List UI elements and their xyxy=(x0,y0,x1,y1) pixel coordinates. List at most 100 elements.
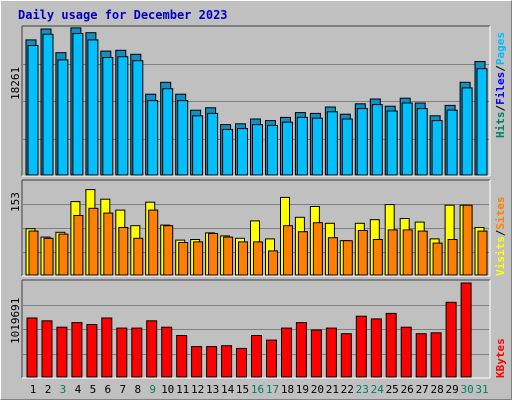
bar-kbytes-day-24 xyxy=(370,318,382,378)
bar-kbytes-day-28 xyxy=(430,332,442,378)
bar-sites-day-11 xyxy=(178,242,189,276)
bar-files-day-9 xyxy=(147,100,159,176)
x-tick-label: 12 xyxy=(191,383,204,396)
x-tick-label: 1 xyxy=(30,383,37,396)
bar-files-day-12 xyxy=(192,115,204,176)
bar-sites-day-6 xyxy=(103,212,114,276)
bar-files-day-24 xyxy=(371,104,383,176)
bar-files-day-13 xyxy=(207,112,219,176)
bar-kbytes-day-4 xyxy=(71,322,83,378)
bar-sites-day-26 xyxy=(402,229,413,276)
bar-sites-day-5 xyxy=(88,207,99,276)
bar-sites-day-27 xyxy=(417,230,428,276)
x-tick-label: 19 xyxy=(296,383,309,396)
bar-sites-day-3 xyxy=(58,233,69,276)
bar-files-day-8 xyxy=(132,60,144,176)
x-tick-label: 9 xyxy=(149,383,156,396)
bar-sites-day-10 xyxy=(163,225,174,276)
x-tick-label: 30 xyxy=(460,383,473,396)
bar-kbytes-day-14 xyxy=(221,345,233,378)
chart-title: Daily usage for December 2023 xyxy=(18,8,228,22)
bar-files-day-14 xyxy=(222,128,234,176)
x-tick-label: 13 xyxy=(206,383,219,396)
bar-kbytes-day-16 xyxy=(251,335,262,378)
x-tick-label: 5 xyxy=(90,383,97,396)
bar-kbytes-day-27 xyxy=(415,333,427,378)
bar-kbytes-day-22 xyxy=(340,333,352,378)
bar-kbytes-day-5 xyxy=(86,324,98,378)
x-tick-label: 15 xyxy=(236,383,249,396)
bar-sites-day-17 xyxy=(268,250,278,276)
bar-files-day-5 xyxy=(87,39,99,176)
bar-kbytes-day-21 xyxy=(325,327,337,378)
bar-files-day-1 xyxy=(27,45,39,176)
bar-sites-day-8 xyxy=(133,237,144,276)
bar-sites-day-16 xyxy=(253,241,263,276)
bar-kbytes-day-1 xyxy=(26,317,38,378)
bar-kbytes-day-15 xyxy=(236,347,247,378)
bar-files-day-17 xyxy=(267,124,278,176)
bar-sites-day-13 xyxy=(208,233,219,276)
bar-kbytes-day-26 xyxy=(400,326,412,378)
bar-files-day-28 xyxy=(431,120,443,176)
x-tick-label: 4 xyxy=(75,383,82,396)
bar-sites-day-14 xyxy=(223,236,234,276)
x-tick-label: 17 xyxy=(266,383,279,396)
x-tick-label: 18 xyxy=(281,383,294,396)
x-tick-label: 31 xyxy=(475,383,488,396)
x-tick-label: 21 xyxy=(326,383,339,396)
bar-files-day-22 xyxy=(341,118,353,176)
bar-sites-day-23 xyxy=(357,230,368,276)
x-tick-label: 20 xyxy=(311,383,324,396)
bar-files-day-15 xyxy=(237,128,248,176)
bar-sites-day-7 xyxy=(118,227,129,276)
bar-kbytes-day-13 xyxy=(206,346,218,378)
bar-sites-day-12 xyxy=(193,241,204,276)
bar-files-day-31 xyxy=(476,68,488,176)
bar-sites-day-21 xyxy=(327,237,338,276)
bar-files-day-23 xyxy=(356,108,368,176)
bar-sites-day-20 xyxy=(312,222,323,276)
x-tick-label: 28 xyxy=(430,383,443,396)
bar-files-day-10 xyxy=(162,88,174,176)
bar-kbytes-day-3 xyxy=(56,326,68,378)
bar-kbytes-day-6 xyxy=(101,317,113,378)
bar-files-day-7 xyxy=(117,56,129,176)
x-tick-label: 25 xyxy=(386,383,399,396)
bar-sites-day-25 xyxy=(387,229,398,276)
bar-files-day-4 xyxy=(72,33,84,176)
bar-kbytes-day-17 xyxy=(266,339,277,378)
bar-files-day-11 xyxy=(177,100,189,176)
x-tick-label: 14 xyxy=(221,383,235,396)
x-tick-label: 16 xyxy=(251,383,264,396)
bar-files-day-6 xyxy=(102,57,114,176)
x-tick-label: 29 xyxy=(445,383,458,396)
x-tick-label: 23 xyxy=(356,383,369,396)
bar-kbytes-day-7 xyxy=(116,327,128,378)
bar-files-day-18 xyxy=(282,121,293,176)
bar-kbytes-day-10 xyxy=(161,326,173,378)
bar-files-day-26 xyxy=(401,102,413,176)
x-tick-label: 6 xyxy=(104,383,111,396)
bar-files-day-3 xyxy=(57,59,69,176)
x-tick-label: 24 xyxy=(371,383,385,396)
bar-kbytes-day-23 xyxy=(355,315,367,378)
bar-sites-day-29 xyxy=(447,239,458,276)
bar-sites-day-24 xyxy=(372,239,383,276)
bar-files-day-27 xyxy=(416,108,428,176)
bar-files-day-20 xyxy=(311,117,323,176)
bar-kbytes-day-29 xyxy=(445,301,457,378)
bar-sites-day-30 xyxy=(462,204,473,276)
bar-files-day-29 xyxy=(446,109,458,176)
bar-sites-day-18 xyxy=(283,225,293,276)
bar-files-day-16 xyxy=(252,124,263,176)
bar-sites-day-15 xyxy=(238,241,248,276)
bar-kbytes-day-2 xyxy=(41,320,53,378)
bar-sites-day-2 xyxy=(43,237,54,276)
bar-kbytes-day-25 xyxy=(385,312,397,378)
bar-files-day-21 xyxy=(326,111,338,176)
bar-kbytes-day-8 xyxy=(131,327,143,378)
x-tick-label: 7 xyxy=(119,383,126,396)
bar-kbytes-day-11 xyxy=(176,335,188,378)
